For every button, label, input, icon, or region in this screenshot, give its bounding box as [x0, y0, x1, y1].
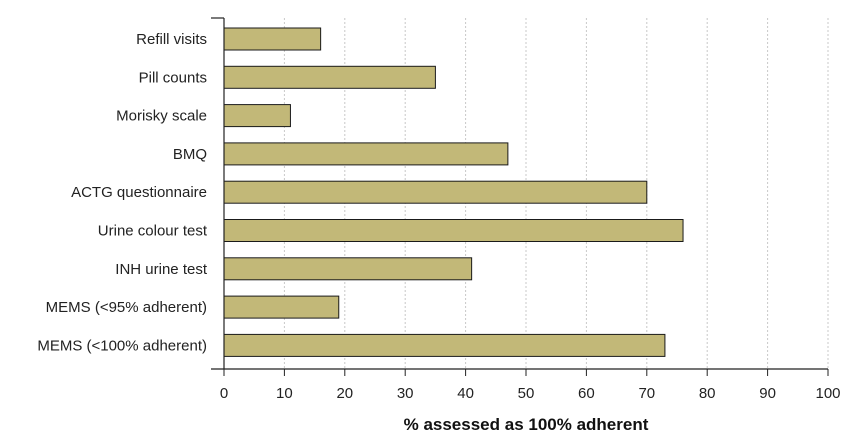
category-label-4: ACTG questionnaire [71, 184, 207, 201]
bar-5 [223, 219, 684, 242]
axes [211, 17, 829, 376]
x-tick-label-70: 70 [638, 385, 655, 402]
x-axis-title: % assessed as 100% adherent [404, 415, 649, 434]
bars [223, 27, 684, 357]
category-label-6: INH urine test [115, 261, 208, 278]
x-tick-label-30: 30 [397, 385, 414, 402]
x-tick-label-60: 60 [578, 385, 595, 402]
x-tick-label-10: 10 [276, 385, 293, 402]
x-tick-labels: 0 10 20 30 40 50 60 70 80 90 100 [220, 385, 841, 402]
x-tick-label-40: 40 [457, 385, 474, 402]
category-label-3: BMQ [173, 146, 207, 163]
x-tick-label-100: 100 [815, 385, 840, 402]
bar-7 [223, 295, 340, 319]
bar-8 [223, 333, 666, 357]
bar-3 [223, 142, 509, 166]
bar-1 [223, 65, 436, 89]
category-label-1: Pill counts [139, 69, 207, 86]
category-labels: Refill visits Pill counts Morisky scale BMQ… [37, 31, 208, 354]
x-tick-label-80: 80 [699, 385, 716, 402]
bar-6 [223, 257, 473, 281]
category-label-8: MEMS (<100% adherent) [37, 337, 207, 354]
x-tick-label-50: 50 [518, 385, 535, 402]
x-tick-label-90: 90 [759, 385, 776, 402]
x-tick-label-0: 0 [220, 385, 228, 402]
category-label-0: Refill visits [136, 31, 207, 48]
category-label-2: Morisky scale [116, 108, 207, 125]
bar-2 [223, 104, 291, 128]
bar-0 [223, 27, 322, 51]
bar-4 [223, 180, 648, 204]
category-label-5: Urine colour test [98, 223, 208, 240]
category-label-7: MEMS (<95% adherent) [46, 299, 207, 316]
x-tick-label-20: 20 [336, 385, 353, 402]
